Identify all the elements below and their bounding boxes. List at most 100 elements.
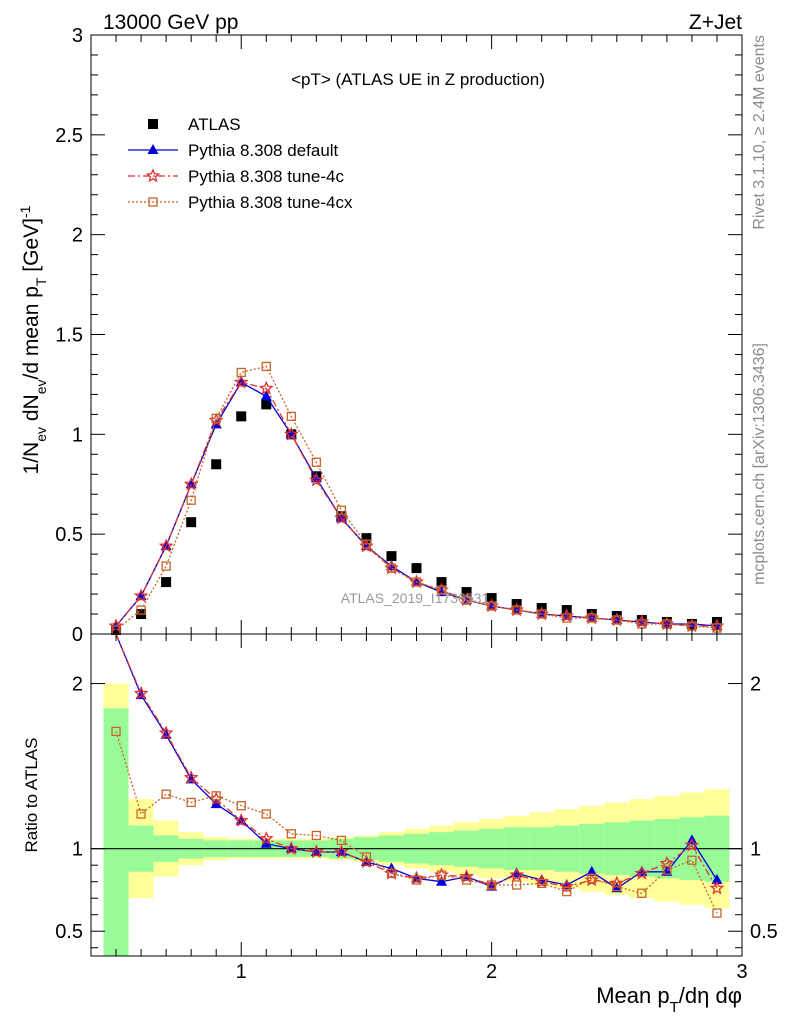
- ratio-point: [562, 886, 572, 897]
- ratio-point: [586, 865, 598, 876]
- data-point: [461, 595, 472, 605]
- ratio-point: [637, 888, 647, 898]
- side-text-bottom: mcplots.cern.ch [arXiv:1306.3436]: [751, 343, 768, 585]
- ratio-y-axis-label: Ratio to ATLAS: [22, 738, 41, 853]
- y-tick-label: 2: [72, 225, 83, 247]
- data-point: [186, 495, 196, 505]
- legend-marker: [148, 197, 158, 207]
- data-point: [211, 413, 221, 424]
- data-point: [537, 609, 547, 619]
- data-point: [411, 577, 422, 587]
- ratio-point: [183, 769, 199, 784]
- ratio-point: [336, 835, 347, 846]
- data-point: [310, 472, 322, 483]
- legend-label: Pythia 8.308 tune-4c: [188, 167, 344, 186]
- ratio-point: [258, 831, 274, 845]
- ratio-point: [361, 852, 372, 862]
- ratio-point: [308, 844, 324, 859]
- ratio-point: [161, 789, 171, 799]
- data-point: [286, 411, 296, 422]
- ratio-point: [461, 875, 472, 885]
- ratio-point: [286, 829, 296, 839]
- ratio-point: [136, 809, 146, 819]
- ratio-point: [661, 865, 673, 876]
- data-point: [136, 605, 146, 615]
- data-point: [211, 459, 222, 470]
- data-point: [236, 411, 247, 422]
- ratio-y-tick-label: 1: [72, 839, 83, 861]
- data-point: [612, 615, 622, 625]
- data-point: [158, 538, 174, 553]
- header-left: 13000 GeV pp: [103, 11, 238, 34]
- ratio-point: [233, 812, 249, 827]
- data-point: [260, 390, 272, 401]
- data-point: [486, 601, 497, 611]
- ratio-y-tick-label-right: 2: [750, 674, 761, 696]
- header-right: Z+Jet: [689, 11, 742, 34]
- data-point: [411, 563, 422, 574]
- ratio-panel: 0.5 0.5 1 1 2 2 1 2 3 Ratio to ATLAS Mean pT/dη …: [22, 633, 778, 1016]
- ratio-point: [712, 908, 722, 918]
- data-point: [512, 605, 522, 615]
- ratio-y-tick-label-right: 1: [750, 839, 761, 861]
- y-tick-label: 0.5: [55, 524, 83, 546]
- ratio-point: [634, 865, 650, 880]
- ratio-y-tick-label-right: 0.5: [750, 921, 778, 943]
- x-tick-label: 3: [736, 961, 747, 983]
- ratio-point: [186, 797, 196, 808]
- ratio-point: [386, 868, 397, 879]
- data-point: [261, 361, 271, 372]
- data-point: [308, 472, 324, 487]
- side-text-top: Rivet 3.1.10, ≥ 2.4M events: [751, 35, 768, 230]
- series-pythia-8-308-tune-4cx: [111, 361, 722, 635]
- main-y-axis-label: 1/Nev dNev/d mean pT [GeV]-1: [17, 205, 49, 474]
- data-point: [183, 476, 199, 491]
- ratio-point: [709, 880, 725, 895]
- legend: ATLAS Pythia 8.308 default Pythia 8.308 tu…: [128, 115, 353, 212]
- data-point: [133, 588, 149, 603]
- data-point: [361, 533, 372, 544]
- ratio-point: [133, 685, 149, 700]
- ratio-point: [612, 881, 622, 892]
- ratio-point: [537, 878, 547, 888]
- ratio-point: [260, 837, 272, 848]
- ratio-point: [662, 865, 672, 875]
- data-point: [161, 577, 172, 588]
- data-point: [186, 517, 197, 528]
- y-tick-label: 1: [72, 424, 83, 446]
- data-point: [361, 539, 372, 549]
- data-point: [436, 577, 447, 588]
- y-tick-label: 2.5: [55, 125, 83, 147]
- data-point: [284, 426, 299, 441]
- ratio-point: [687, 855, 697, 865]
- ratio-point: [711, 874, 723, 885]
- data-point: [562, 613, 572, 623]
- ratio-point: [210, 798, 222, 809]
- ratio-line: [115, 633, 718, 889]
- ratio-series-pythia-8-308-tune-4cx: [111, 726, 722, 918]
- data-point: [587, 613, 597, 623]
- legend-marker: [147, 144, 159, 154]
- ratio-point: [158, 725, 174, 740]
- main-title: <pT> (ATLAS UE in Z production): [291, 70, 545, 89]
- data-point: [258, 380, 274, 395]
- main-panel: 0 0.5 1 1.5 2 2.5 3 ATLAS_2019_I1736531 <pT> (…: [17, 25, 743, 646]
- ratio-point: [684, 837, 700, 852]
- data-point: [486, 593, 497, 604]
- ratio-point: [111, 726, 121, 737]
- data-point: [311, 457, 321, 467]
- ratio-line: [115, 731, 718, 914]
- ratio-point: [587, 873, 597, 884]
- data-point: [334, 510, 349, 525]
- y-tick-label: 1.5: [55, 325, 83, 347]
- ratio-point: [283, 841, 299, 855]
- x-tick-label: 2: [486, 961, 497, 983]
- data-point: [386, 551, 397, 562]
- data-point: [261, 399, 272, 410]
- legend-label: Pythia 8.308 default: [188, 141, 339, 160]
- ratio-point: [559, 878, 575, 893]
- data-point: [336, 505, 347, 515]
- ratio-point: [512, 880, 522, 890]
- ratio-point: [261, 809, 271, 819]
- ratio-point: [486, 880, 497, 890]
